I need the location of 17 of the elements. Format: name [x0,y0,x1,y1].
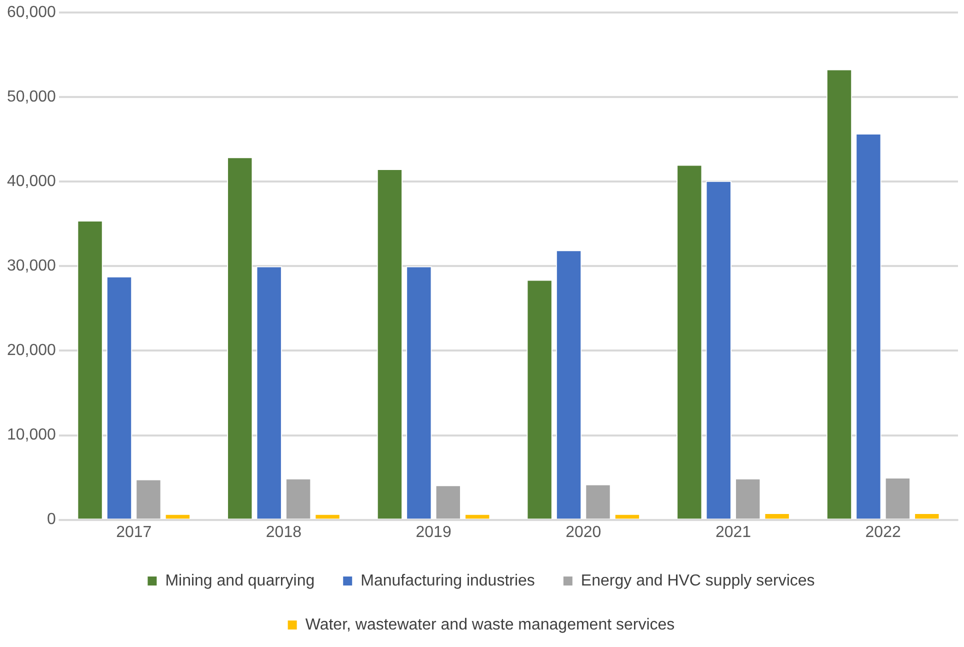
legend-label: Water, wastewater and waste management services [305,616,675,634]
x-tick-label: 2017 [116,524,152,541]
y-tick-label: 20,000 [7,342,56,360]
x-tick-label: 2019 [416,524,452,541]
y-tick-label: 30,000 [7,258,56,275]
y-tick-label: 50,000 [7,88,56,106]
legend-label: Energy and HVC supply services [580,572,815,590]
y-tick-label: 60,000 [7,4,56,22]
legend-label: Manufacturing industries [360,572,535,590]
x-tick-label: 2020 [566,524,602,541]
y-tick-label: 40,000 [7,173,56,190]
y-tick-label: 10,000 [7,426,56,444]
x-tick-label: 2018 [266,524,302,541]
x-tick-label: 2022 [865,524,901,541]
legend-label: Mining and quarrying [165,572,315,590]
y-tick-label: 0 [47,511,56,528]
x-tick-label: 2021 [715,524,752,541]
